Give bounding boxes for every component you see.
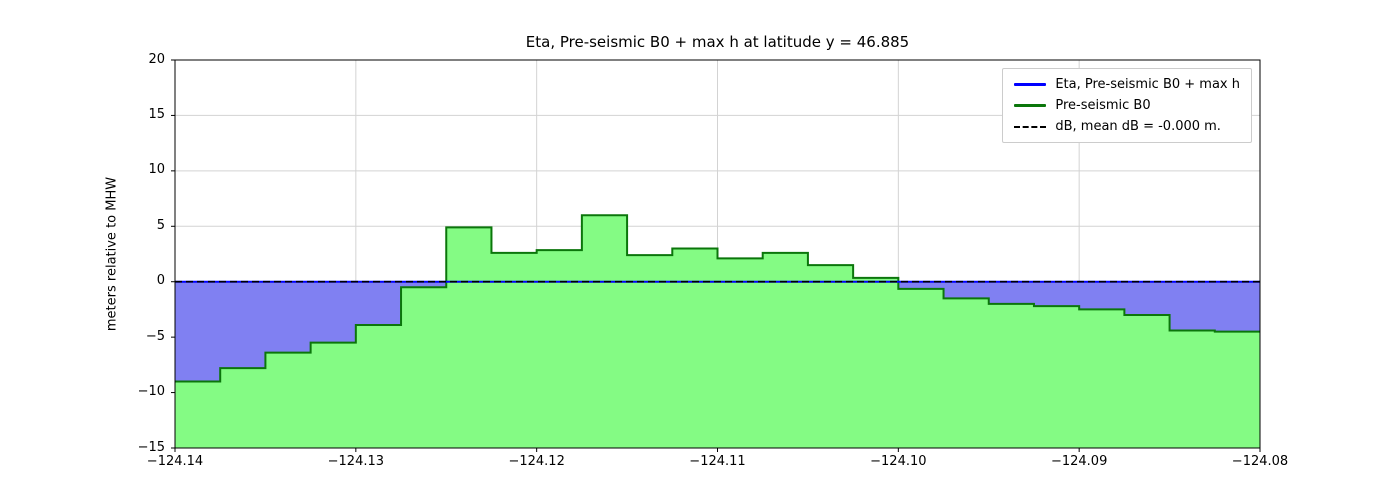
y-tick-label: 5 — [156, 217, 165, 233]
legend-line-sample — [1014, 125, 1047, 128]
y-tick-label: 15 — [148, 106, 165, 122]
legend-entry-1: Pre-seismic B0 — [1014, 98, 1240, 113]
x-tick-label: −124.14 — [146, 454, 204, 469]
y-tick-label: 10 — [148, 162, 165, 178]
legend-line-sample — [1014, 83, 1047, 86]
legend-entry-0: Eta, Pre-seismic B0 + max h — [1014, 77, 1240, 92]
x-tick-label: −124.10 — [870, 454, 927, 469]
legend-entry-2: dB, mean dB = -0.000 m. — [1014, 119, 1240, 134]
y-tick-label: −5 — [145, 328, 165, 344]
y-tick-label: −15 — [137, 439, 165, 455]
legend: Eta, Pre-seismic B0 + max h Pre-seismic B… — [1002, 68, 1252, 143]
plot-area — [171, 59, 1261, 452]
x-tick-label: −124.13 — [327, 454, 385, 469]
legend-label: Pre-seismic B0 — [1055, 98, 1151, 113]
y-tick-label: 0 — [156, 273, 165, 289]
x-tick-label: −124.11 — [689, 454, 746, 469]
legend-label: Eta, Pre-seismic B0 + max h — [1055, 77, 1240, 92]
y-tick-label: −10 — [137, 384, 165, 400]
chart-title: Eta, Pre-seismic B0 + max h at latitude … — [525, 33, 910, 51]
y-tick-label: 20 — [148, 51, 165, 67]
y-axis-label: meters relative to MHW — [104, 176, 120, 332]
x-tick-label: −124.08 — [1231, 454, 1289, 469]
x-tick-label: −124.09 — [1050, 454, 1108, 469]
legend-line-sample — [1014, 104, 1047, 107]
topography-line — [175, 214, 1260, 383]
x-tick-label: −124.12 — [508, 454, 565, 469]
legend-label: dB, mean dB = -0.000 m. — [1055, 119, 1221, 134]
